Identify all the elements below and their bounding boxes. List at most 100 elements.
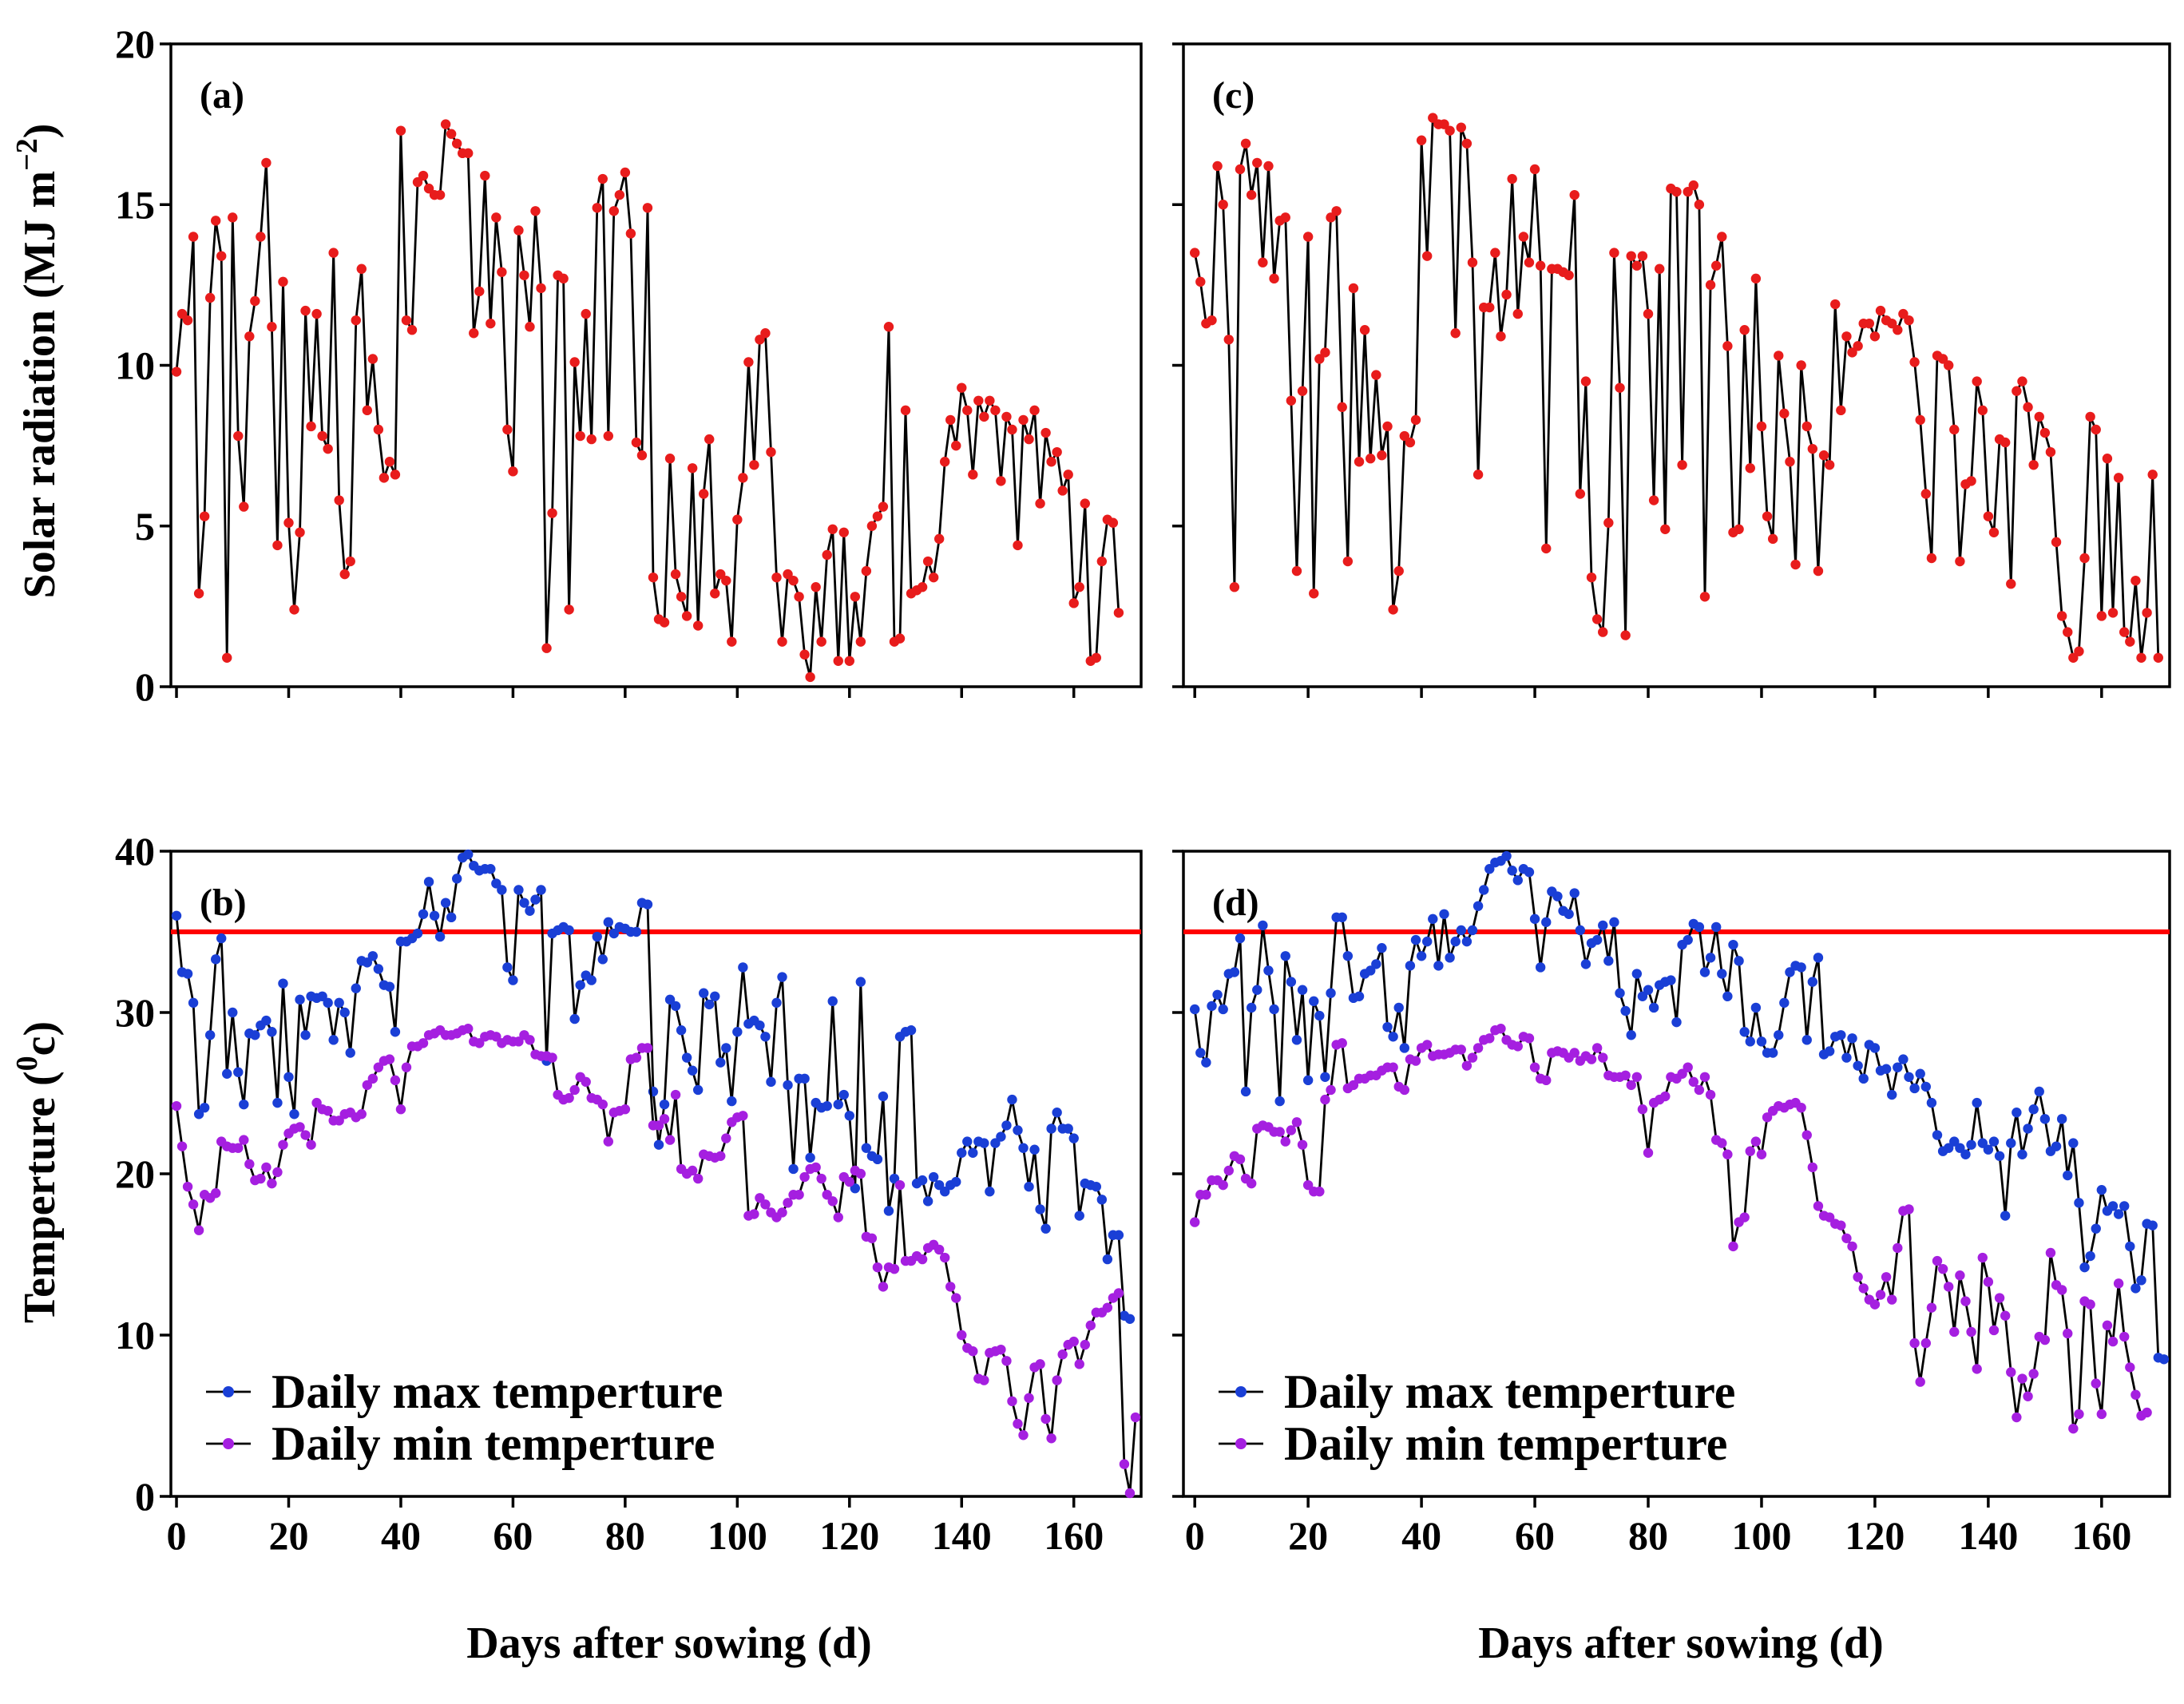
data-point bbox=[1643, 308, 1654, 319]
data-point bbox=[317, 991, 327, 1002]
data-point bbox=[418, 1038, 429, 1048]
data-point bbox=[1439, 119, 1449, 129]
series-daily-max-temperture bbox=[171, 849, 1136, 1325]
data-point bbox=[1841, 331, 1852, 342]
data-point bbox=[497, 267, 507, 277]
data-point bbox=[1722, 1149, 1733, 1159]
data-point bbox=[788, 1163, 799, 1175]
data-point bbox=[1790, 559, 1801, 570]
data-point bbox=[1416, 951, 1427, 961]
data-point bbox=[491, 1032, 501, 1042]
data-point bbox=[373, 964, 384, 974]
data-point bbox=[1063, 1123, 1073, 1134]
data-point bbox=[1575, 925, 1586, 936]
data-point bbox=[1705, 1089, 1716, 1100]
data-point bbox=[1586, 1054, 1597, 1064]
data-point bbox=[1677, 1068, 1687, 1079]
x-tick-label: 100 bbox=[1731, 1513, 1791, 1558]
data-point bbox=[2074, 1198, 2084, 1208]
data-point bbox=[1818, 450, 1829, 461]
data-point bbox=[1648, 495, 1659, 505]
data-point bbox=[2130, 575, 2141, 586]
data-point bbox=[171, 367, 182, 377]
data-point bbox=[721, 1133, 731, 1143]
y-tick-label: 30 bbox=[115, 990, 155, 1035]
data-point bbox=[670, 1089, 681, 1100]
data-point bbox=[738, 473, 748, 483]
data-point bbox=[822, 549, 832, 561]
data-point bbox=[811, 1162, 821, 1173]
data-point bbox=[1393, 1002, 1404, 1013]
data-point bbox=[933, 533, 945, 545]
data-point bbox=[1774, 1030, 1784, 1040]
y-axis-title-temperature: Temperture (0c) bbox=[10, 1021, 65, 1323]
data-point bbox=[2056, 1114, 2067, 1124]
data-point bbox=[1943, 1143, 1954, 1153]
data-point bbox=[575, 430, 585, 442]
data-point bbox=[2028, 1369, 2039, 1379]
data-point bbox=[1847, 347, 1857, 358]
data-point bbox=[339, 569, 350, 580]
data-point bbox=[1972, 376, 1982, 386]
data-point bbox=[659, 1099, 670, 1110]
data-point bbox=[738, 962, 748, 973]
data-point bbox=[1802, 1130, 1812, 1140]
data-point bbox=[1512, 875, 1523, 886]
data-point bbox=[1807, 443, 1818, 454]
data-point bbox=[1994, 1151, 2005, 1161]
data-point bbox=[2107, 1201, 2119, 1211]
data-point bbox=[564, 1092, 574, 1104]
data-point bbox=[1286, 395, 1297, 406]
data-point bbox=[844, 1111, 854, 1121]
data-point bbox=[1240, 1086, 1251, 1097]
data-point bbox=[261, 1162, 272, 1173]
data-point bbox=[1609, 917, 1619, 928]
data-point bbox=[2000, 437, 2011, 448]
data-point bbox=[1655, 264, 1665, 274]
data-point bbox=[1113, 1230, 1124, 1240]
data-point bbox=[2023, 1391, 2033, 1401]
data-point bbox=[1195, 276, 1206, 287]
data-point bbox=[855, 977, 866, 987]
data-point bbox=[2017, 1149, 2027, 1159]
data-point bbox=[1915, 1068, 1925, 1079]
data-point bbox=[1988, 527, 2000, 537]
data-point bbox=[1035, 498, 1045, 509]
data-point bbox=[1302, 232, 1314, 242]
data-point bbox=[1875, 305, 1886, 316]
data-point bbox=[1068, 598, 1079, 608]
data-point bbox=[1473, 470, 1484, 480]
data-point bbox=[513, 1036, 524, 1047]
data-point bbox=[951, 440, 961, 451]
data-point bbox=[1841, 1233, 1852, 1244]
data-point bbox=[827, 996, 838, 1007]
data-point bbox=[1626, 1030, 1636, 1040]
data-point bbox=[1529, 1062, 1540, 1072]
x-tick-label: 20 bbox=[1288, 1513, 1328, 1558]
data-point bbox=[592, 931, 602, 942]
data-point bbox=[957, 382, 967, 393]
data-point bbox=[1524, 257, 1535, 267]
data-point bbox=[1393, 565, 1404, 577]
data-point bbox=[2012, 1412, 2022, 1423]
data-point bbox=[1858, 1073, 1869, 1084]
data-point bbox=[1124, 1488, 1136, 1499]
data-point bbox=[755, 335, 765, 345]
data-point bbox=[1569, 189, 1580, 200]
data-point bbox=[384, 1054, 395, 1064]
data-point bbox=[199, 1102, 210, 1113]
data-point bbox=[732, 514, 743, 525]
data-point bbox=[1428, 913, 1438, 925]
x-tick-label: 160 bbox=[1044, 1513, 1104, 1558]
y-tick-label: 20 bbox=[115, 22, 155, 66]
data-point bbox=[2063, 1328, 2073, 1339]
data-point bbox=[1779, 997, 1790, 1009]
data-point bbox=[1739, 1027, 1750, 1037]
data-point bbox=[228, 212, 238, 223]
data-point bbox=[872, 511, 883, 521]
data-point bbox=[1949, 1136, 1960, 1147]
data-point bbox=[1966, 1326, 1976, 1337]
data-point bbox=[1909, 1337, 1920, 1349]
data-point bbox=[1904, 1072, 1914, 1083]
data-point bbox=[1591, 1043, 1603, 1053]
